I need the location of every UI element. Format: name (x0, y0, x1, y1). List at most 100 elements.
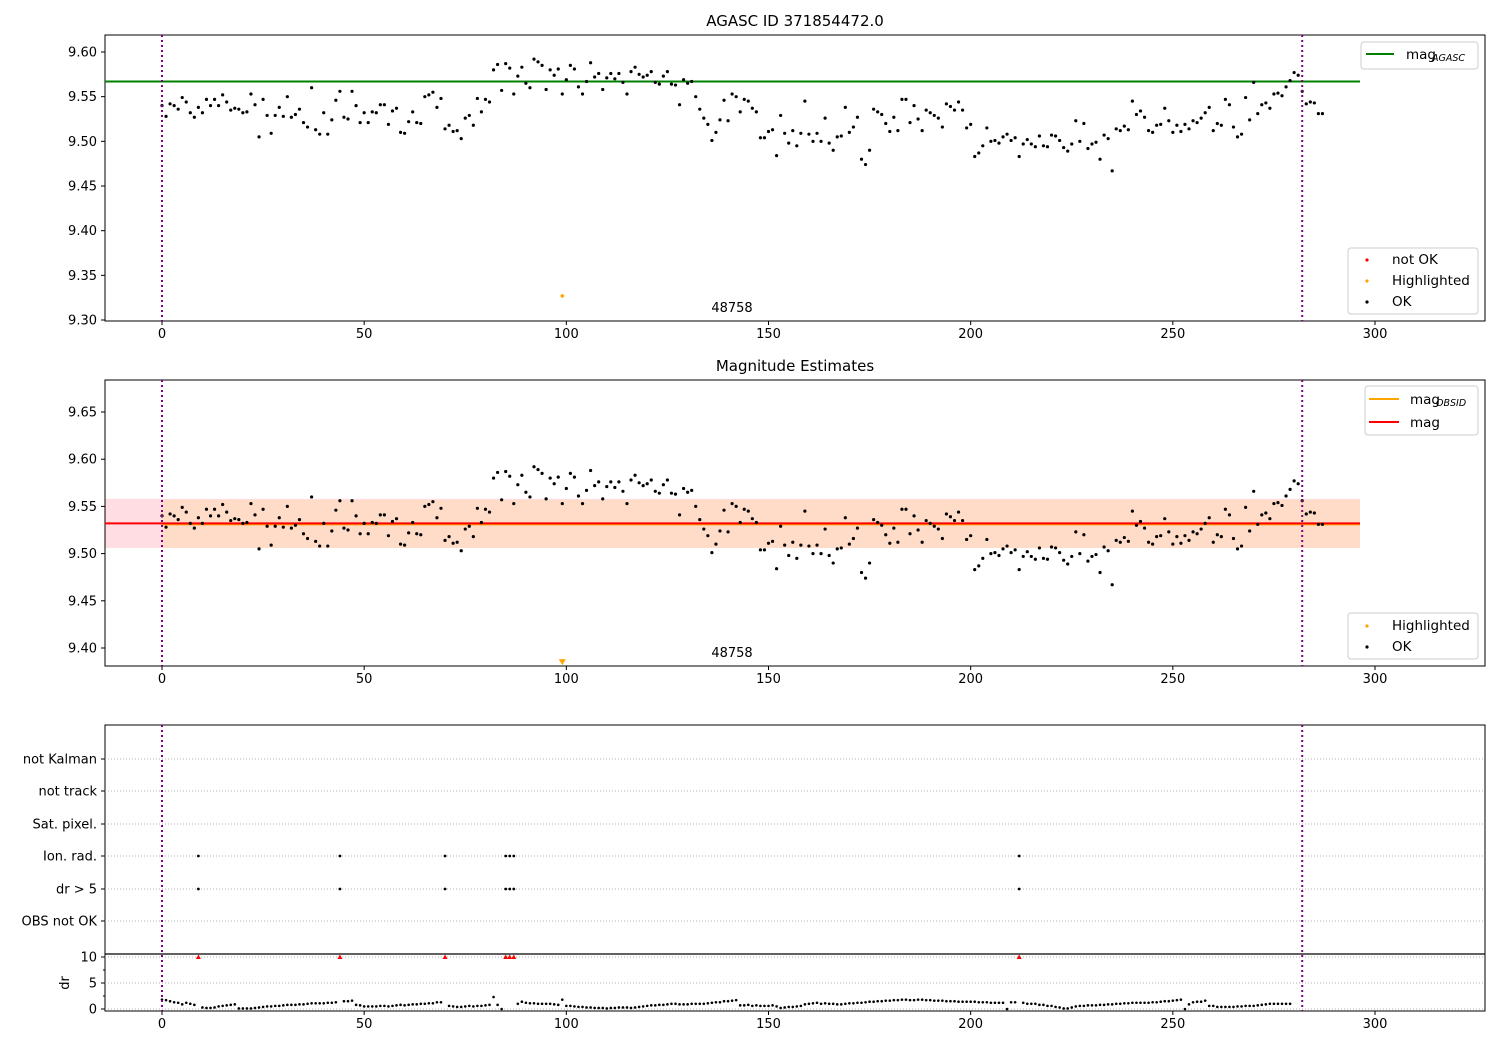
data-point (965, 537, 969, 542)
data-point (580, 501, 585, 506)
dr-point (734, 998, 738, 1002)
data-point (762, 548, 767, 552)
data-point (556, 475, 560, 479)
dr-point (653, 1004, 657, 1007)
dr-point (1155, 1000, 1158, 1004)
data-point (605, 484, 609, 489)
data-point (1070, 142, 1074, 146)
data-point (1058, 551, 1062, 555)
data-point (742, 507, 746, 511)
dr-point (844, 1002, 847, 1006)
data-point (528, 495, 532, 499)
data-point (859, 157, 864, 161)
data-point (217, 514, 221, 518)
data-point (508, 474, 512, 478)
data-point (730, 92, 734, 96)
dr-point (605, 1007, 609, 1010)
data-point (338, 89, 342, 93)
dr-point (1021, 1001, 1025, 1005)
dr-point (932, 999, 936, 1002)
dr-point (569, 1004, 572, 1008)
flag-point (338, 887, 342, 891)
data-point (1025, 137, 1029, 142)
dr-clipped-marker (337, 954, 343, 959)
x-tick-label: 50 (356, 327, 373, 342)
data-point (956, 510, 961, 514)
dr-point (658, 1003, 661, 1007)
data-point (1175, 123, 1179, 127)
dr-point (746, 1003, 750, 1007)
highlighted-point (560, 294, 565, 298)
data-point (787, 553, 791, 558)
data-point (479, 520, 484, 525)
data-point (1009, 551, 1013, 555)
x-tick-label: 100 (554, 672, 579, 687)
data-point (977, 564, 981, 568)
data-point (261, 97, 265, 101)
dr-point (742, 1004, 746, 1007)
data-point (1268, 106, 1272, 110)
data-point (310, 86, 314, 90)
dr-point (1074, 1005, 1078, 1008)
data-point (779, 524, 783, 528)
dr-point (318, 1001, 321, 1005)
data-point (1130, 509, 1134, 513)
data-point (221, 93, 225, 97)
data-point (1118, 540, 1122, 544)
dr-point (759, 1004, 762, 1008)
data-point (443, 538, 447, 542)
y-ticks: 9.30 9.35 9.40 9.45 9.50 9.55 9.60 (68, 46, 105, 329)
dr-point (407, 1003, 410, 1007)
data-point (297, 107, 302, 111)
data-point (916, 117, 920, 121)
dr-point (1025, 1002, 1029, 1006)
data-point (253, 103, 257, 107)
dr-point (229, 1003, 233, 1007)
dr-point (1199, 1000, 1203, 1004)
data-point (249, 92, 253, 96)
data-point (1264, 511, 1268, 515)
flag-point (504, 854, 508, 858)
x-ticks: 0 50 100 150 200 250 300 (158, 321, 1387, 342)
data-point (872, 518, 876, 522)
data-point (483, 97, 488, 101)
data-point (690, 488, 694, 492)
data-point (839, 546, 843, 550)
data-point (1308, 510, 1312, 514)
data-point (208, 514, 213, 518)
data-point (1037, 546, 1042, 550)
data-point (552, 73, 556, 77)
data-point (382, 513, 386, 517)
data-point (1183, 534, 1187, 538)
data-point (350, 499, 354, 503)
dr-point (447, 1004, 451, 1008)
dr-point (880, 999, 884, 1003)
data-point (617, 480, 621, 484)
data-point (1312, 101, 1316, 105)
data-point (431, 90, 435, 94)
data-point (297, 518, 302, 522)
dr-point (233, 1003, 237, 1006)
dr-point (1042, 1003, 1045, 1007)
dr-point (827, 1002, 831, 1006)
dr-clipped-marker (507, 954, 513, 959)
dr-point (1114, 1002, 1118, 1006)
data-point (637, 481, 641, 485)
data-point (370, 520, 374, 525)
data-point (560, 501, 564, 506)
data-point (698, 518, 702, 522)
dr-point (726, 999, 730, 1003)
data-point (564, 78, 568, 82)
data-point (762, 136, 767, 140)
data-point (847, 130, 851, 134)
data-point (1062, 558, 1066, 562)
data-point (985, 537, 989, 542)
x-tick-label: 200 (958, 672, 983, 687)
data-point (722, 98, 726, 102)
data-point (1155, 123, 1159, 127)
data-point (1029, 142, 1033, 146)
x-tick-label: 0 (158, 327, 166, 342)
data-point (1304, 102, 1308, 106)
data-point (415, 120, 419, 125)
dr-point (467, 1004, 471, 1008)
